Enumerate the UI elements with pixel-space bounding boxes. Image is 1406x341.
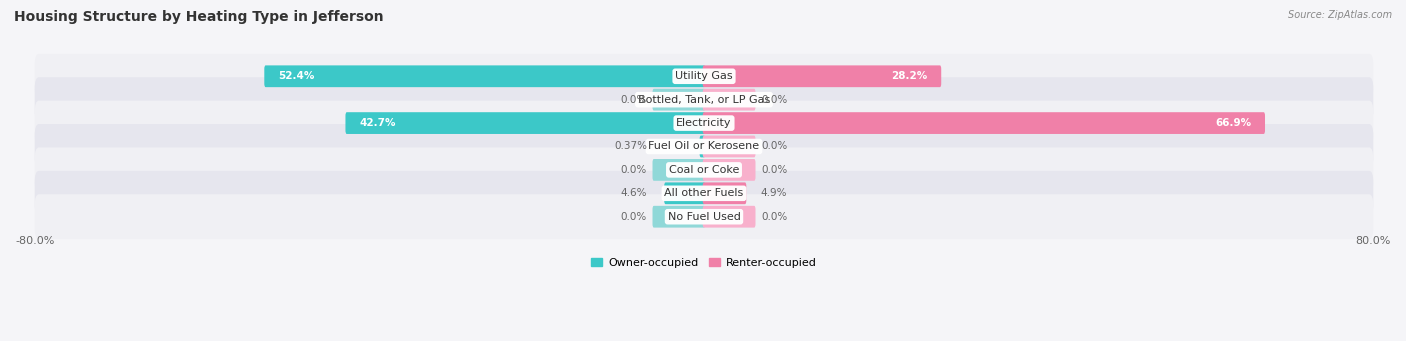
FancyBboxPatch shape (35, 77, 1374, 122)
FancyBboxPatch shape (264, 65, 706, 87)
FancyBboxPatch shape (703, 112, 1265, 134)
Text: Utility Gas: Utility Gas (675, 71, 733, 81)
FancyBboxPatch shape (35, 147, 1374, 192)
Text: Fuel Oil or Kerosene: Fuel Oil or Kerosene (648, 142, 759, 151)
Text: Source: ZipAtlas.com: Source: ZipAtlas.com (1288, 10, 1392, 20)
Text: 0.0%: 0.0% (761, 212, 787, 222)
FancyBboxPatch shape (35, 54, 1374, 99)
FancyBboxPatch shape (346, 112, 706, 134)
Text: No Fuel Used: No Fuel Used (668, 212, 741, 222)
FancyBboxPatch shape (703, 65, 941, 87)
FancyBboxPatch shape (652, 159, 706, 181)
Text: Coal or Coke: Coal or Coke (669, 165, 740, 175)
FancyBboxPatch shape (703, 182, 747, 204)
Text: 4.6%: 4.6% (620, 188, 647, 198)
Text: 0.0%: 0.0% (761, 142, 787, 151)
FancyBboxPatch shape (652, 89, 706, 110)
FancyBboxPatch shape (652, 206, 706, 227)
Text: 0.0%: 0.0% (761, 95, 787, 105)
Text: 28.2%: 28.2% (891, 71, 928, 81)
Text: 0.37%: 0.37% (614, 142, 647, 151)
Legend: Owner-occupied, Renter-occupied: Owner-occupied, Renter-occupied (586, 253, 821, 272)
Text: 4.9%: 4.9% (761, 188, 787, 198)
FancyBboxPatch shape (703, 206, 755, 227)
FancyBboxPatch shape (664, 182, 706, 204)
FancyBboxPatch shape (35, 124, 1374, 169)
Text: 0.0%: 0.0% (621, 95, 647, 105)
Text: 52.4%: 52.4% (278, 71, 315, 81)
Text: 0.0%: 0.0% (761, 165, 787, 175)
FancyBboxPatch shape (35, 171, 1374, 216)
FancyBboxPatch shape (700, 136, 706, 158)
Text: All other Fuels: All other Fuels (665, 188, 744, 198)
FancyBboxPatch shape (703, 159, 755, 181)
Text: 66.9%: 66.9% (1215, 118, 1251, 128)
Text: Housing Structure by Heating Type in Jefferson: Housing Structure by Heating Type in Jef… (14, 10, 384, 24)
Text: 42.7%: 42.7% (360, 118, 396, 128)
FancyBboxPatch shape (35, 101, 1374, 146)
Text: Electricity: Electricity (676, 118, 731, 128)
Text: 0.0%: 0.0% (621, 165, 647, 175)
Text: Bottled, Tank, or LP Gas: Bottled, Tank, or LP Gas (638, 95, 770, 105)
Text: 0.0%: 0.0% (621, 212, 647, 222)
FancyBboxPatch shape (703, 136, 755, 158)
FancyBboxPatch shape (35, 194, 1374, 239)
FancyBboxPatch shape (703, 89, 755, 110)
